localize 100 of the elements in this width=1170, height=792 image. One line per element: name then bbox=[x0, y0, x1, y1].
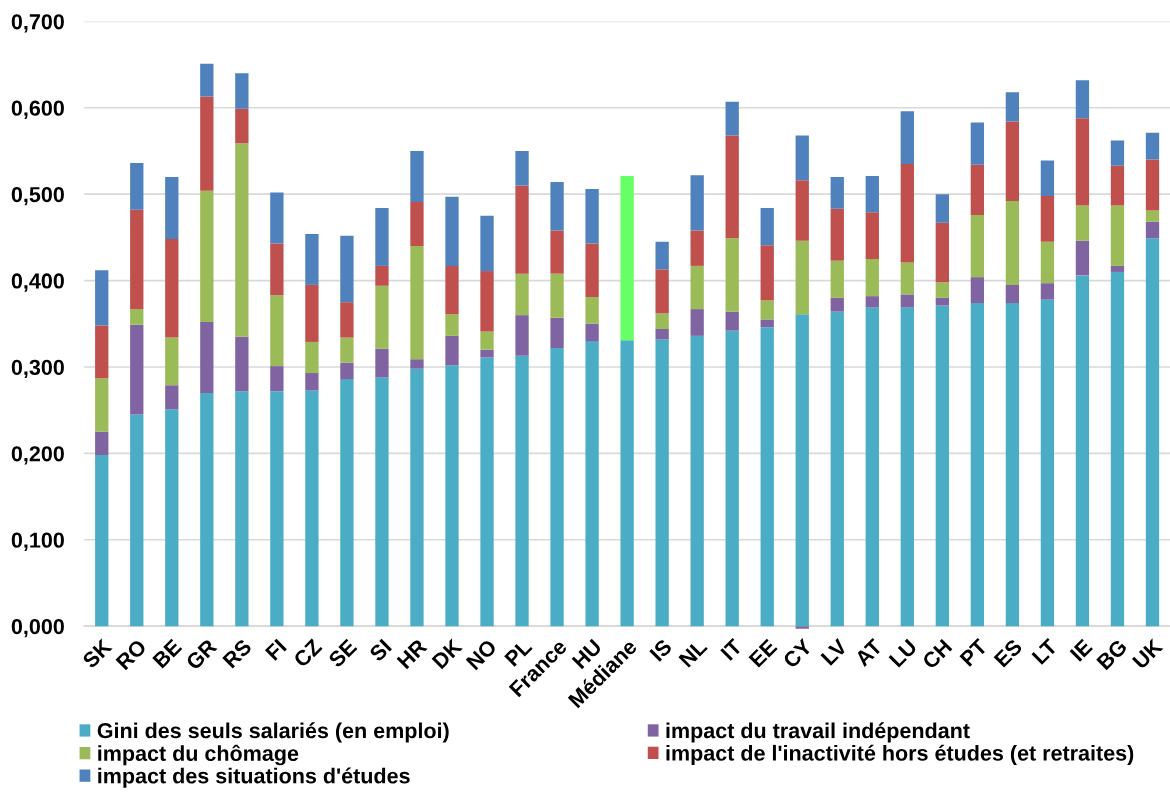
bar bbox=[95, 270, 109, 326]
bar bbox=[865, 212, 879, 259]
bar bbox=[865, 176, 879, 213]
x-tick-label: CH bbox=[921, 638, 953, 670]
bar bbox=[305, 284, 319, 342]
bar bbox=[830, 176, 844, 209]
y-tick-label: 0,100 bbox=[11, 532, 64, 551]
bar bbox=[1075, 80, 1090, 119]
bar bbox=[970, 122, 985, 165]
bar bbox=[760, 300, 774, 320]
bar bbox=[375, 377, 389, 627]
bar bbox=[1005, 303, 1020, 627]
bar bbox=[305, 233, 319, 285]
bar bbox=[760, 319, 774, 328]
bar bbox=[865, 258, 879, 297]
bar bbox=[445, 314, 459, 336]
bar bbox=[410, 201, 424, 247]
bar bbox=[760, 327, 774, 627]
x-tick-label: BE bbox=[152, 638, 183, 669]
bar bbox=[340, 379, 354, 627]
bar bbox=[1110, 265, 1125, 272]
bar bbox=[270, 295, 284, 367]
bar bbox=[935, 305, 949, 627]
bar bbox=[655, 328, 669, 340]
bar bbox=[725, 135, 739, 239]
bar bbox=[1040, 299, 1055, 627]
x-tick-label: CY bbox=[782, 637, 814, 669]
bar bbox=[1110, 271, 1125, 627]
bar bbox=[725, 330, 739, 627]
bar bbox=[130, 309, 144, 325]
bar bbox=[760, 245, 774, 301]
bar bbox=[900, 163, 914, 263]
bar bbox=[585, 341, 599, 627]
bar bbox=[585, 189, 599, 244]
bar bbox=[200, 190, 214, 323]
bar bbox=[690, 309, 704, 336]
y-tick-label: 0,500 bbox=[11, 186, 64, 206]
bar bbox=[795, 626, 809, 629]
legend-label: impact des situations d'études bbox=[98, 767, 410, 788]
bar bbox=[480, 357, 494, 627]
x-tick-label: IT bbox=[720, 638, 744, 661]
bar bbox=[410, 359, 424, 369]
bar bbox=[725, 101, 739, 136]
bar bbox=[95, 455, 109, 627]
bar bbox=[165, 409, 179, 627]
bar bbox=[1075, 205, 1090, 241]
bar bbox=[1005, 201, 1020, 285]
bar bbox=[200, 96, 214, 191]
bar bbox=[690, 175, 704, 231]
x-tick-label: PT bbox=[959, 638, 989, 667]
x-tick-label: ES bbox=[993, 638, 1023, 668]
bar bbox=[1005, 121, 1020, 202]
bar bbox=[655, 241, 669, 270]
x-tick-label: SE bbox=[327, 638, 358, 669]
x-tick-label: LT bbox=[1031, 638, 1059, 665]
x-tick-label: BG bbox=[1096, 638, 1128, 671]
bar bbox=[1005, 92, 1020, 122]
bar bbox=[130, 414, 144, 627]
bar bbox=[935, 282, 949, 298]
bar bbox=[655, 313, 669, 329]
bar bbox=[1005, 284, 1020, 304]
bar bbox=[550, 273, 564, 318]
x-tick-label: FI bbox=[264, 638, 287, 661]
bar bbox=[410, 368, 424, 627]
bar bbox=[270, 391, 284, 627]
bar bbox=[550, 347, 564, 627]
y-tick-label: 0,200 bbox=[11, 446, 64, 465]
bar bbox=[305, 341, 319, 374]
bar bbox=[830, 311, 844, 627]
x-tick-label: RO bbox=[115, 638, 148, 671]
bar bbox=[655, 269, 669, 314]
bar bbox=[515, 355, 529, 627]
bar bbox=[795, 180, 809, 241]
bar bbox=[900, 111, 914, 164]
bar bbox=[480, 331, 494, 350]
bar bbox=[1145, 132, 1160, 160]
bar bbox=[165, 385, 179, 410]
bar bbox=[865, 307, 879, 627]
bar bbox=[95, 431, 109, 456]
bar bbox=[900, 294, 914, 308]
bar bbox=[970, 164, 985, 215]
bar bbox=[480, 215, 494, 272]
bar bbox=[340, 337, 354, 363]
bar bbox=[550, 230, 564, 274]
y-tick-label: 0,600 bbox=[11, 100, 64, 119]
x-tick-label: IE bbox=[1069, 638, 1093, 662]
bar bbox=[690, 230, 704, 266]
bar bbox=[1145, 238, 1160, 627]
bar bbox=[620, 340, 634, 627]
bar bbox=[340, 302, 354, 338]
bar bbox=[375, 208, 389, 266]
bar bbox=[445, 265, 459, 315]
legend-label: impact de l'inactivité hors études (et retraites) bbox=[666, 744, 1134, 765]
bar bbox=[235, 336, 249, 392]
x-tick-label: LU bbox=[888, 638, 918, 668]
x-tick-label: SK bbox=[81, 637, 113, 670]
bar bbox=[95, 378, 109, 432]
bar bbox=[480, 349, 494, 358]
x-tick-label: LV bbox=[820, 637, 849, 666]
bar bbox=[795, 240, 809, 315]
